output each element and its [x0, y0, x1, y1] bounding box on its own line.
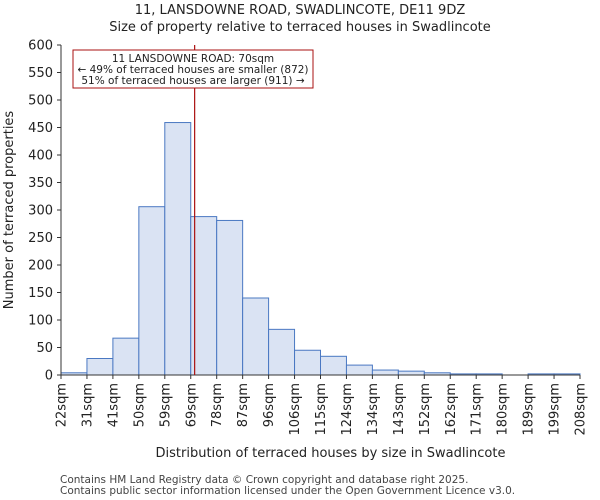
x-axis-title: Distribution of terraced houses by size … — [156, 446, 506, 461]
annotation-smaller: ← 49% of terraced houses are smaller (87… — [77, 64, 308, 76]
footer-licence: Contains public sector information licen… — [60, 485, 516, 497]
x-tick-label: 50sqm — [132, 383, 147, 427]
x-tick-label: 106sqm — [288, 383, 303, 436]
x-tick-label: 96sqm — [262, 383, 277, 427]
y-tick-label: 500 — [28, 94, 53, 109]
y-tick-label: 0 — [45, 369, 53, 384]
x-tick-label: 189sqm — [522, 383, 537, 436]
y-tick-label: 550 — [28, 66, 53, 81]
chart-title: 11, LANSDOWNE ROAD, SWADLINCOTE, DE11 9D… — [134, 3, 466, 18]
annotation-larger: 51% of terraced houses are larger (911) … — [81, 75, 304, 87]
histogram-bar — [345, 364, 373, 376]
x-tick-label: 87sqm — [236, 383, 251, 427]
y-tick-label: 200 — [28, 259, 53, 274]
y-tick-label: 100 — [28, 314, 53, 329]
histogram-bar — [242, 297, 270, 376]
histogram-bar — [216, 219, 244, 376]
x-tick-label: 22sqm — [55, 383, 70, 427]
y-tick-label: 400 — [28, 149, 53, 164]
y-tick-label: 600 — [28, 39, 53, 54]
histogram-bar — [138, 206, 166, 376]
histogram-bar — [268, 328, 296, 376]
x-tick-label: 199sqm — [548, 383, 563, 436]
footer-copyright: Contains HM Land Registry data © Crown c… — [60, 474, 469, 486]
y-tick-label: 300 — [28, 204, 53, 219]
x-tick-label: 152sqm — [418, 383, 433, 436]
x-tick-label: 69sqm — [184, 383, 199, 427]
x-tick-label: 162sqm — [444, 383, 459, 436]
annotation-title: 11 LANSDOWNE ROAD: 70sqm — [112, 53, 274, 65]
x-tick-label: 115sqm — [314, 383, 329, 436]
y-axis-title: Number of terraced properties — [2, 111, 17, 310]
x-tick-label: 78sqm — [210, 383, 225, 427]
histogram-bar — [86, 358, 114, 376]
x-tick-label: 124sqm — [340, 383, 355, 436]
x-tick-label: 180sqm — [496, 383, 511, 436]
y-tick-label: 350 — [28, 176, 53, 191]
y-tick-label: 450 — [28, 121, 53, 136]
x-tick-label: 171sqm — [470, 383, 485, 436]
annotation-box — [72, 49, 314, 89]
y-tick-label: 250 — [28, 231, 53, 246]
x-tick-label: 41sqm — [106, 383, 121, 427]
x-tick-label: 59sqm — [158, 383, 173, 427]
histogram-bar — [320, 355, 347, 376]
histogram-bar — [397, 370, 425, 376]
x-tick-label: 31sqm — [80, 383, 95, 427]
y-tick-label: 150 — [28, 286, 53, 301]
chart-subtitle: Size of property relative to terraced ho… — [109, 20, 491, 35]
histogram-bar — [294, 349, 321, 376]
x-tick-label: 208sqm — [574, 383, 589, 436]
histogram-bar — [112, 337, 140, 376]
y-tick-label: 50 — [36, 341, 53, 356]
histogram-bar — [371, 369, 399, 376]
x-tick-label: 134sqm — [366, 383, 381, 436]
histogram-bar — [164, 122, 192, 376]
x-tick-label: 143sqm — [392, 383, 407, 436]
